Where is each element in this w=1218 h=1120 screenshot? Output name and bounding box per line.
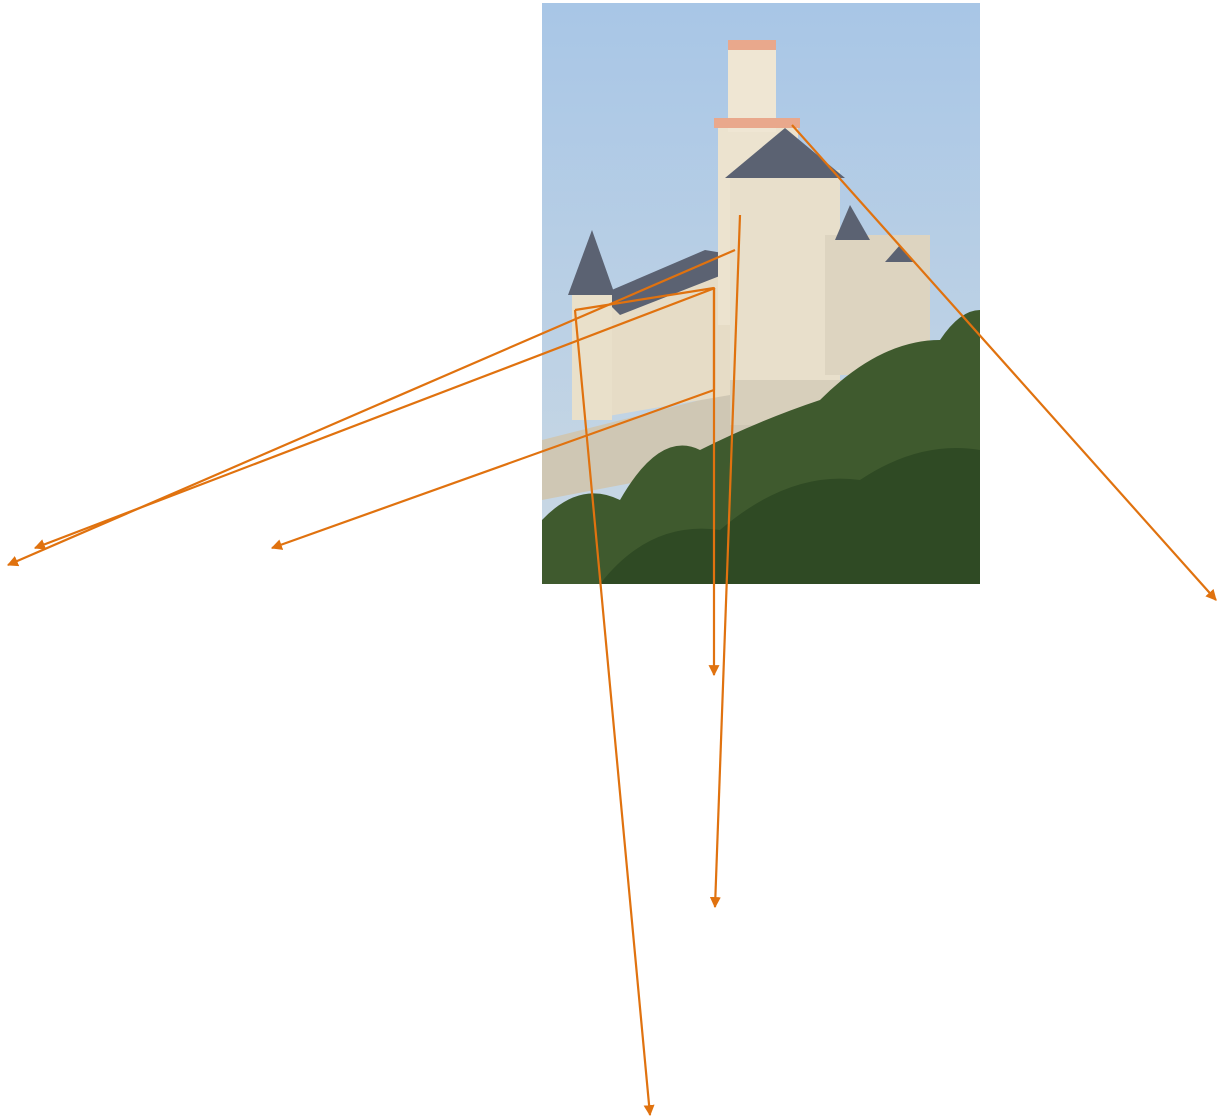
- keep: [730, 170, 840, 385]
- crenellation: [728, 40, 776, 50]
- annotated-photo: [0, 0, 1218, 1120]
- page: (() => { const data = JSON.parse(documen…: [0, 0, 1218, 1120]
- crenellation: [714, 118, 800, 128]
- castle-photo: [542, 3, 980, 584]
